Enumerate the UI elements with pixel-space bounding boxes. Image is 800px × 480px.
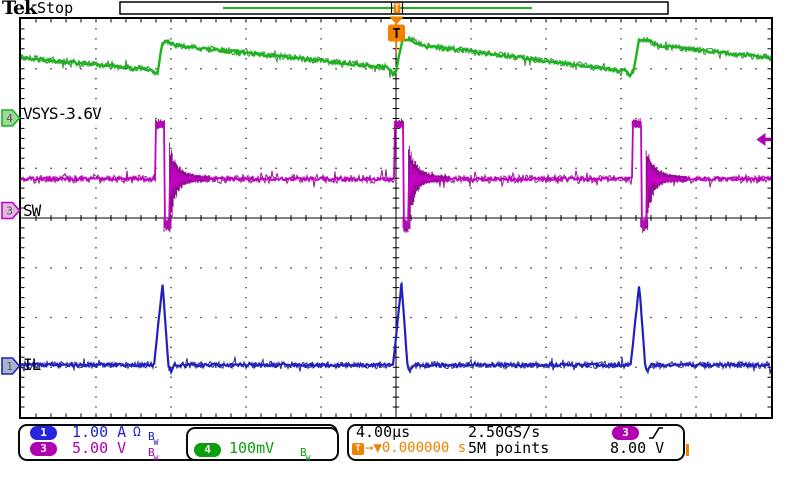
svg-text:T: T	[393, 27, 401, 42]
ch1-trace	[21, 283, 771, 375]
ch1-badge: 1	[30, 426, 57, 440]
trigger-slope-rising-icon	[649, 427, 663, 439]
next-box-edge-mark	[686, 444, 689, 456]
arrow-right-icon: →	[365, 440, 374, 456]
ch4-position-marker[interactable]: 4	[1, 109, 21, 127]
ch1-position-marker[interactable]: 1	[1, 357, 21, 375]
record-view-bar[interactable]	[119, 1, 669, 15]
ch4-bandwidth-icon: BW	[300, 443, 311, 463]
trigger-position-readout: T →▼0.000000 s	[352, 441, 466, 456]
ch3-badge: 3	[30, 442, 57, 456]
trigger-level-arrow[interactable]	[756, 133, 772, 146]
bw-letter: B	[148, 430, 155, 443]
trigger-position-flag[interactable]: T	[388, 16, 405, 54]
svg-text:3: 3	[6, 205, 13, 218]
trigger-t-icon: T	[352, 443, 364, 455]
ch4-waveform-label: VSYS-3.6V	[23, 104, 102, 123]
timebase-readout: 4.00µs	[356, 423, 411, 441]
graticule	[19, 17, 773, 419]
tek-logo: Tek	[2, 0, 37, 19]
bw-sub-letter: W	[153, 438, 159, 448]
trigger-level-readout: 8.00 V	[610, 439, 665, 457]
ch1-bandwidth-icon: BW	[148, 427, 159, 447]
svg-text:1: 1	[6, 360, 13, 373]
ch1-waveform-label: IL	[23, 355, 41, 374]
triangle-down-icon: ▼	[373, 440, 382, 456]
bw-sub-letter: W	[305, 454, 311, 464]
ch4-scale-readout: 100mV	[229, 439, 275, 457]
ch3-scale-readout: 5.00 V	[72, 439, 127, 457]
ch4-trace	[21, 36, 771, 79]
ch3-position-marker[interactable]: 3	[1, 201, 21, 220]
ch1-coupling-icon: Ω	[133, 425, 141, 440]
bw-sub-letter: W	[153, 454, 159, 464]
ch3-trace	[21, 118, 771, 232]
ch3-bandwidth-icon: BW	[148, 443, 159, 463]
svg-text:4: 4	[6, 112, 13, 125]
trigger-source-badge: 3	[612, 426, 639, 440]
acquisition-status: Stop	[37, 0, 74, 17]
record-length-readout: 5M points	[468, 439, 550, 457]
horizontal-trigger-readout-box	[347, 424, 685, 461]
bw-letter: B	[148, 446, 155, 459]
ch1-scale-readout: 1.00 A	[72, 423, 127, 441]
bw-letter: B	[300, 446, 307, 459]
waveform-area	[21, 35, 771, 376]
ch3-waveform-label: SW	[23, 201, 41, 220]
sample-rate-readout: 2.50GS/s	[468, 423, 541, 441]
trigger-position-value: 0.000000 s	[381, 440, 467, 456]
ch4-badge: 4	[194, 443, 221, 457]
